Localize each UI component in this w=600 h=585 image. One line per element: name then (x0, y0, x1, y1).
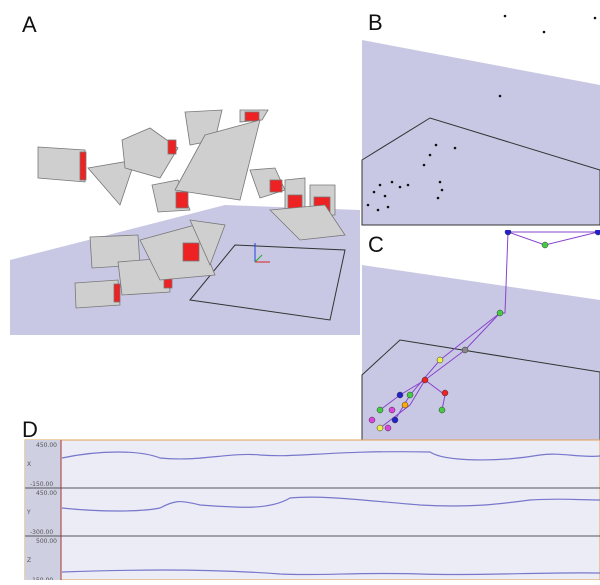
track-min: -150.00 (30, 481, 53, 488)
panel-b (362, 15, 600, 225)
track-max: 450.00 (36, 490, 57, 497)
panel-label: B (368, 10, 383, 35)
track-name: Z (27, 557, 31, 564)
panel-d (25, 440, 600, 580)
panel-a (10, 110, 360, 335)
timeline-frame (25, 440, 600, 580)
track-min: -300.00 (30, 529, 53, 536)
track-name: Y (26, 509, 31, 516)
track-max: 450.00 (36, 442, 57, 449)
figure: ABCD450.00X-150.00450.00Y-300.00500.00Z-… (0, 0, 600, 580)
track-name: X (27, 461, 31, 468)
panel-label: C (368, 232, 384, 257)
panel-label: D (22, 417, 38, 442)
floor-plane (362, 40, 600, 225)
track-max: 500.00 (36, 538, 57, 545)
panel-label: A (22, 12, 37, 37)
panel-c (362, 229, 600, 440)
